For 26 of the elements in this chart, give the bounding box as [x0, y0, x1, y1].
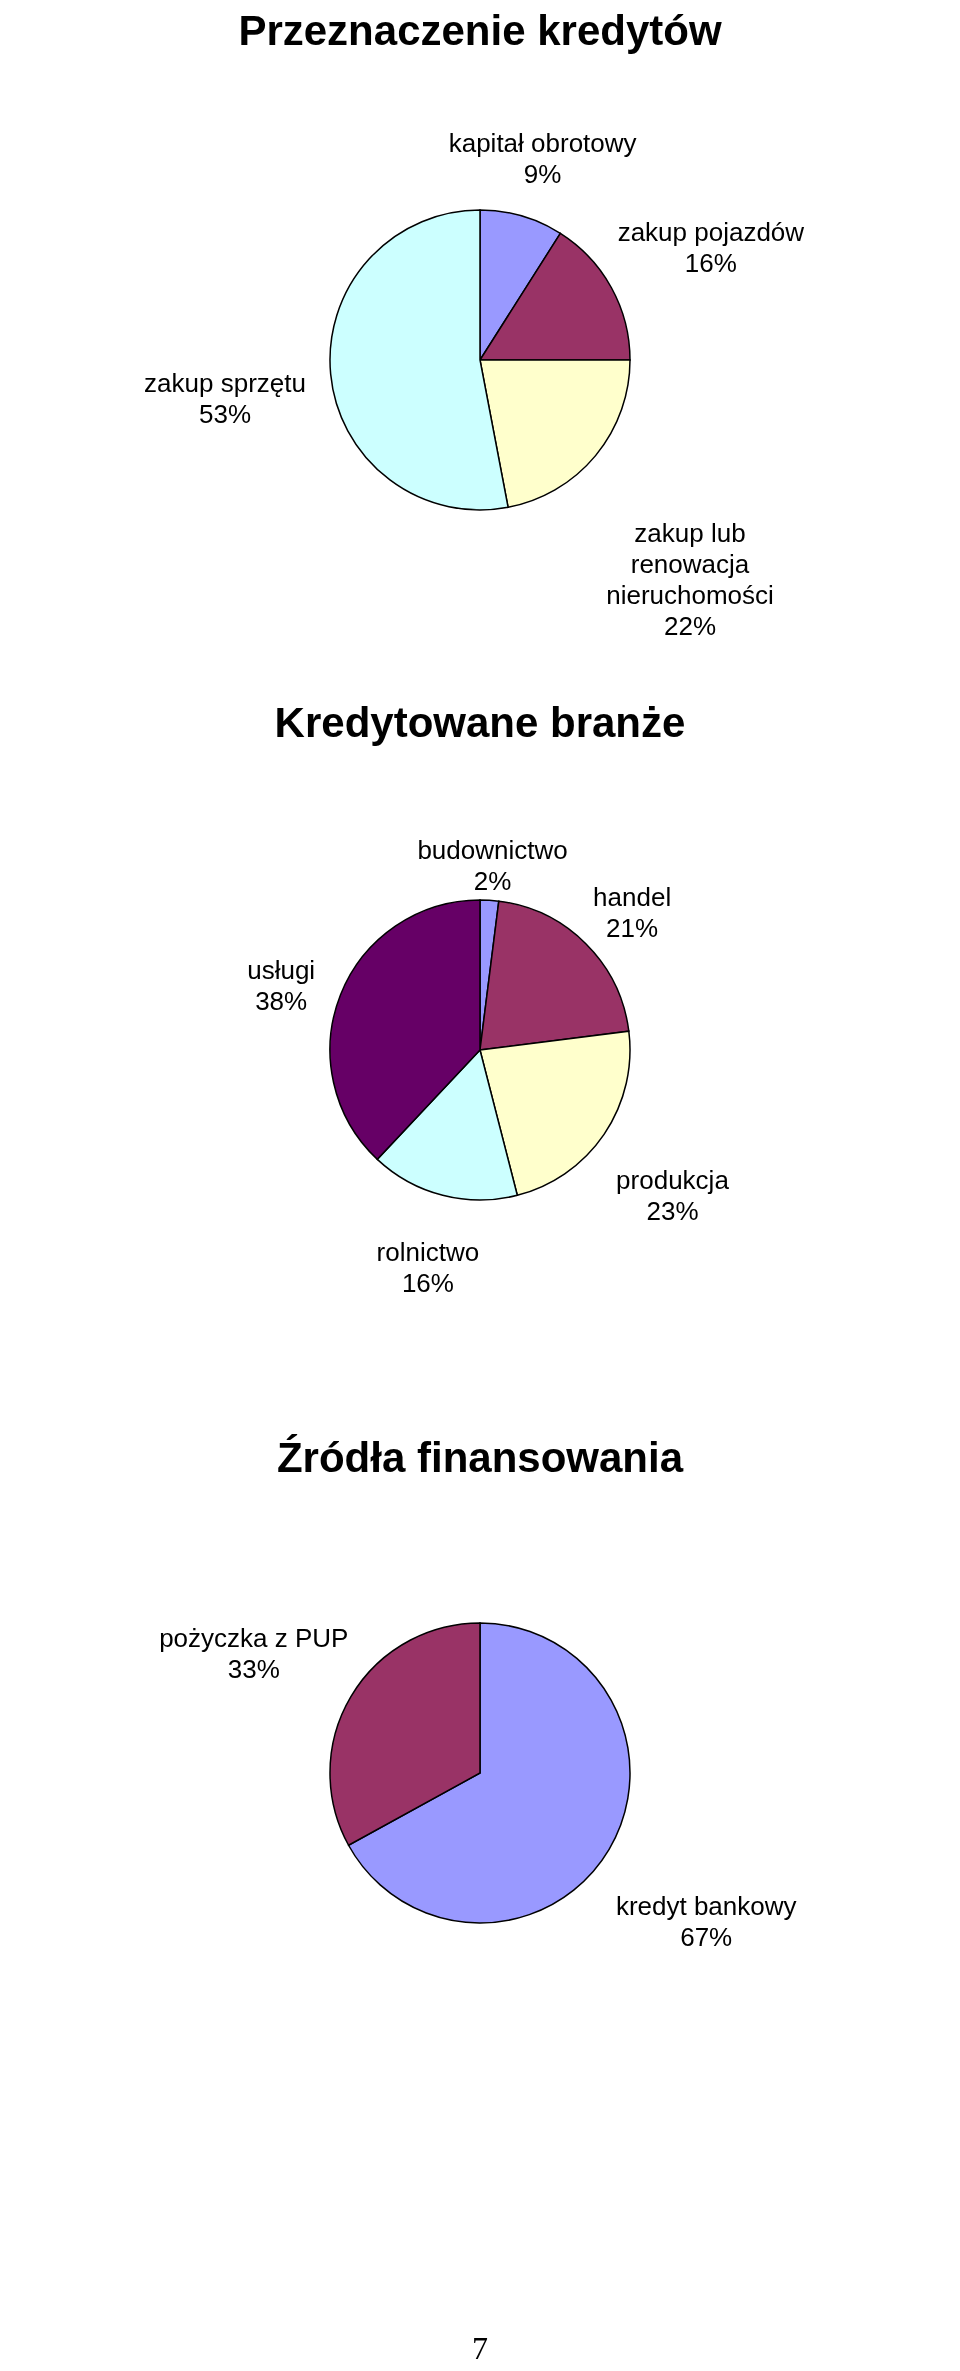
chart-title: Kredytowane branże — [274, 699, 686, 746]
data-label: 16% — [684, 248, 737, 279]
data-label: 67% — [680, 1921, 733, 1952]
data-label: 22% — [663, 610, 717, 641]
text: 7 — [472, 2330, 488, 2366]
data-label: 16% — [401, 1267, 454, 1298]
chart-title: Przeznaczenie kredytów — [238, 7, 722, 54]
data-label: 33% — [227, 1654, 280, 1685]
data-label: 2% — [473, 865, 512, 896]
slice-label: handel — [593, 881, 672, 912]
slice-label: usługi — [247, 955, 316, 986]
slice-label: produkcja — [616, 1164, 730, 1195]
slice-label: rolnictwo — [376, 1236, 480, 1267]
slice-label: kapitał obrotowy — [448, 128, 637, 159]
data-label: 53% — [199, 399, 252, 430]
chart-title: Źródła finansowania — [276, 1434, 684, 1481]
data-label: 23% — [646, 1195, 699, 1226]
slice-label: pożyczka z PUP — [159, 1623, 349, 1654]
slice-label: zakup lub renowacja nieruchomości — [606, 517, 774, 610]
slice-label: kredyt bankowy — [615, 1890, 797, 1921]
slice-label: budownictwo — [417, 834, 568, 865]
slice-label: zakup sprzętu — [144, 368, 306, 399]
data-label: 9% — [523, 159, 562, 190]
slice-label: zakup pojazdów — [617, 217, 805, 248]
data-label: 38% — [255, 986, 308, 1017]
data-label: 21% — [606, 912, 659, 943]
